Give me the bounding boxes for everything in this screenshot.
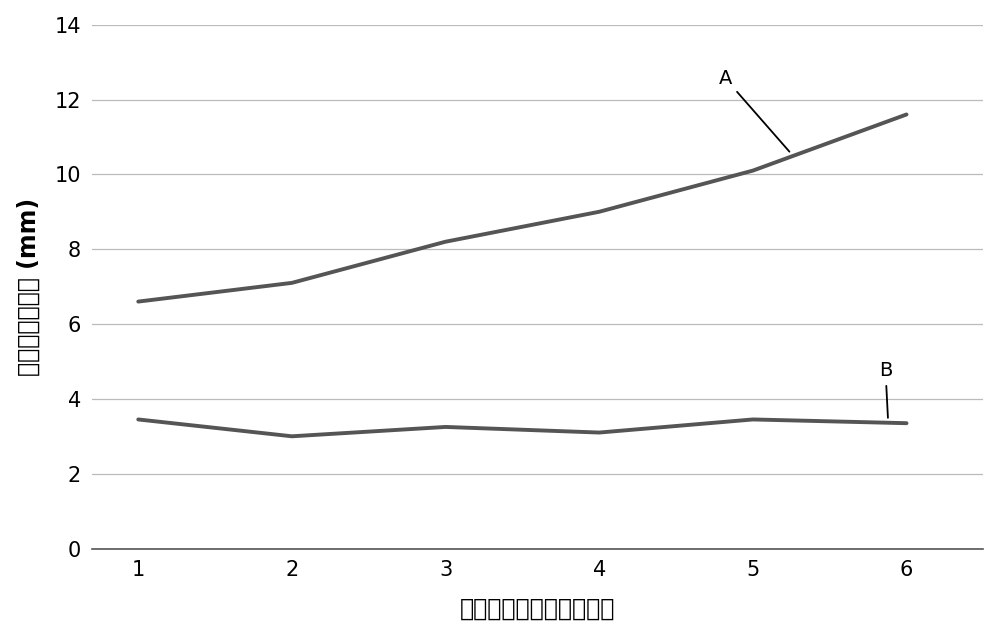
Text: A: A	[719, 69, 789, 152]
Text: B: B	[879, 361, 892, 418]
X-axis label: 碳化硅晶体连续生长炉次: 碳化硅晶体连续生长炉次	[460, 596, 615, 620]
Y-axis label: 碳化硅晶体凸率 (mm): 碳化硅晶体凸率 (mm)	[17, 197, 41, 376]
